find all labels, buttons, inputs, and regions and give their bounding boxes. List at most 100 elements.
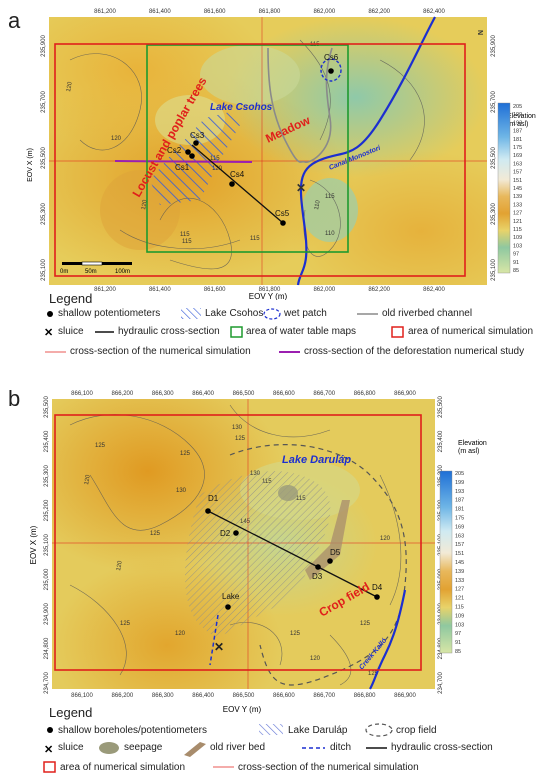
contour-label: 120 bbox=[84, 474, 92, 486]
y-tick-label-right: 235,500 bbox=[491, 147, 497, 169]
x-tick-label-bottom: 861,800 bbox=[259, 287, 281, 293]
contour-label: 110 bbox=[314, 199, 322, 210]
map-panel-a: 120 115 120 120 115 115 110 110 115 115 … bbox=[27, 9, 536, 300]
point-label: Cs6 bbox=[324, 53, 339, 62]
y-tick-label-left: 235,200 bbox=[44, 499, 50, 521]
elevation-legend-value: 91 bbox=[455, 640, 461, 646]
contour-label: 120 bbox=[380, 536, 391, 542]
borehole-d5 bbox=[327, 558, 333, 564]
elevation-legend-value: 103 bbox=[455, 622, 464, 628]
legend-b-item-seepage: seepage bbox=[124, 742, 163, 753]
contour-label: 120 bbox=[116, 560, 124, 572]
borehole-lake bbox=[225, 604, 231, 610]
point-label: Cs2 bbox=[167, 146, 182, 155]
legend-b-item-old-river-bed: old river bed bbox=[210, 742, 266, 753]
elevation-legend-value: 181 bbox=[455, 507, 464, 513]
contour-label: 125 bbox=[235, 436, 246, 442]
elevation-colorbar-a bbox=[497, 102, 511, 274]
contour-label: 115 bbox=[182, 239, 192, 245]
x-tick-label-bottom: 866,600 bbox=[273, 693, 295, 699]
x-tick-label-top: 862,400 bbox=[423, 9, 445, 15]
legend-a-item-sluice: sluice bbox=[58, 326, 84, 337]
wet-patch bbox=[320, 58, 342, 82]
contour-label: 125 bbox=[150, 531, 161, 537]
x-tick-label-bottom: 862,000 bbox=[313, 287, 335, 293]
x-tick-label-top: 861,600 bbox=[204, 9, 226, 15]
contour-label: 130 bbox=[176, 488, 187, 494]
point-label: D1 bbox=[208, 494, 219, 503]
elevation-legend-value: 97 bbox=[455, 631, 461, 637]
x-tick-label-top: 862,000 bbox=[313, 9, 335, 15]
legend-a-title: Legend bbox=[49, 291, 93, 306]
seepage-area bbox=[278, 485, 298, 501]
panel-a-label: a bbox=[8, 8, 21, 33]
elevation-legend-unit-b: (m asl) bbox=[458, 448, 479, 455]
sluice-marker-b: ✕ bbox=[214, 640, 224, 654]
numerical-simulation-area-b bbox=[54, 414, 422, 671]
elevation-legend-value: 145 bbox=[513, 186, 522, 192]
contour-label: 125 bbox=[360, 621, 371, 627]
elevation-legend-value: 199 bbox=[513, 112, 522, 118]
elevation-legend-value: 91 bbox=[513, 260, 519, 266]
point-label: Cs1 bbox=[175, 163, 190, 172]
x-tick-label-top: 866,800 bbox=[354, 391, 376, 397]
x-tick-label-top: 866,700 bbox=[313, 391, 335, 397]
borehole-d1 bbox=[205, 508, 211, 514]
x-tick-label-bottom: 866,400 bbox=[192, 693, 214, 699]
legend-b-item-sluice: sluice bbox=[58, 742, 84, 753]
elevation-legend-value: 187 bbox=[455, 498, 464, 504]
elevation-legend-value: 109 bbox=[455, 613, 464, 619]
y-tick-label-left: 235,100 bbox=[41, 259, 47, 281]
elevation-legend-value: 175 bbox=[455, 516, 464, 522]
legend-b-item-boreholes: shallow boreholes/potentiometers bbox=[58, 725, 207, 736]
point-label: Lake bbox=[222, 592, 240, 601]
contour-label: 130 bbox=[232, 425, 243, 431]
hydraulic-cross-section-a bbox=[191, 144, 284, 224]
y-tick-label-left: 235,400 bbox=[44, 430, 50, 452]
legend-a-item-deforestation: cross-section of the deforestation numer… bbox=[304, 346, 525, 357]
x-tick-label-bottom: 862,200 bbox=[368, 287, 390, 293]
elevation-legend-value: 115 bbox=[455, 605, 464, 611]
elevation-legend-title-b: Elevation bbox=[458, 440, 487, 447]
x-tick-label-bottom: 866,800 bbox=[354, 693, 376, 699]
elevation-legend-value: 97 bbox=[513, 252, 519, 258]
legend-b-item-hydraulic: hydraulic cross-section bbox=[391, 742, 493, 753]
elevation-legend-value: 199 bbox=[455, 480, 464, 486]
svg-text:50m: 50m bbox=[85, 269, 97, 275]
numerical-simulation-area bbox=[54, 43, 466, 277]
legend-b-item-crop-field: crop field bbox=[396, 725, 437, 736]
lake-csohos-area bbox=[150, 112, 240, 205]
elevation-legend-value: 151 bbox=[513, 178, 522, 184]
legend-a-item-water-table: area of water table maps bbox=[246, 326, 357, 337]
ditch-line bbox=[209, 614, 219, 666]
point-label: D3 bbox=[312, 572, 323, 581]
potentiometer-cs4 bbox=[229, 181, 235, 187]
y-tick-label-left: 235,500 bbox=[44, 396, 50, 418]
point-label: D5 bbox=[330, 548, 341, 557]
svg-text:100m: 100m bbox=[115, 269, 130, 275]
legend-a-item-old-riverbed: old riverbed channel bbox=[382, 308, 473, 319]
y-tick-label-right: 235,900 bbox=[491, 35, 497, 57]
elevation-legend-title-a: Elevation bbox=[507, 113, 536, 120]
legend-a-item-wet-patch: wet patch bbox=[284, 308, 327, 319]
elevation-legend-value: 157 bbox=[455, 542, 464, 548]
y-axis-label-a: EOV X (m) bbox=[27, 148, 34, 182]
legend-a-item-simulation-area: area of numerical simulation bbox=[408, 326, 534, 337]
svg-text:0m: 0m bbox=[60, 269, 68, 275]
point-label: Cs4 bbox=[230, 170, 245, 179]
y-tick-label-right: 235,500 bbox=[438, 396, 444, 418]
contour-label: 120 bbox=[310, 656, 321, 662]
lake-darulap-label: Lake Daruláp bbox=[282, 454, 351, 466]
elevation-legend-value: 127 bbox=[513, 211, 522, 217]
y-tick-label-left: 235,100 bbox=[44, 534, 50, 556]
creek-kallo-line bbox=[369, 589, 407, 690]
x-axis-label-b: EOV Y (m) bbox=[223, 705, 262, 714]
x-tick-label-top: 866,500 bbox=[233, 391, 255, 397]
y-tick-label-left: 235,300 bbox=[41, 203, 47, 225]
point-label: Cs5 bbox=[275, 209, 290, 218]
legend-a-item-potentiometers: shallow potentiometers bbox=[58, 308, 161, 319]
elevation-legend-value: 85 bbox=[513, 268, 519, 274]
x-tick-label-bottom: 866,300 bbox=[152, 693, 174, 699]
elevation-legend-value: 175 bbox=[513, 145, 522, 151]
elevation-legend-value: 139 bbox=[513, 194, 522, 200]
